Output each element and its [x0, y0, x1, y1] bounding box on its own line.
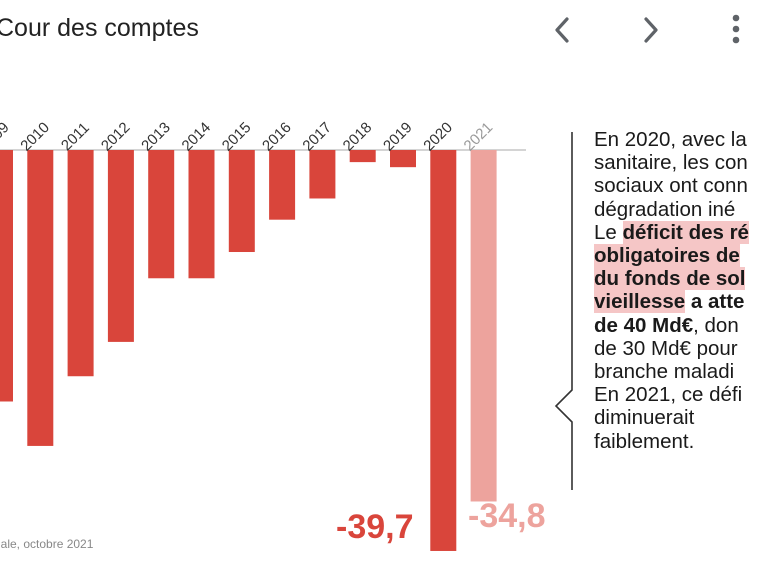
- bold-text: a atte: [685, 290, 745, 314]
- tick-label-2009: 2009: [0, 119, 13, 155]
- annotation-line: vieillesse a atte: [594, 290, 768, 314]
- annotation-line: branche maladi: [594, 360, 735, 384]
- bar-2014: [188, 150, 215, 279]
- annotation-bracket: [554, 132, 573, 490]
- bar-2013: [148, 150, 175, 279]
- tick-label-2021: 2021: [461, 119, 497, 155]
- more-options-button[interactable]: [716, 10, 756, 50]
- annotation-line: obligatoires de: [594, 244, 768, 268]
- bar-2021: [470, 150, 497, 502]
- bar-2018: [349, 150, 376, 163]
- annotation-text-part: Le: [594, 220, 623, 244]
- tick-label-2018: 2018: [340, 119, 376, 155]
- more-vertical-icon: [732, 14, 740, 44]
- bold-text: de 40 Md€: [594, 313, 694, 337]
- bar-2010: [27, 150, 54, 446]
- annotation-line: de 30 Md€ pour: [594, 336, 738, 360]
- chevron-left-icon: [555, 17, 569, 43]
- tick-label-2011: 2011: [58, 119, 93, 154]
- bar-2015: [228, 150, 255, 253]
- bar-2012: [107, 150, 134, 342]
- source-note: iale, octobre 2021: [0, 537, 94, 551]
- highlighted-text: déficit des ré: [622, 220, 749, 244]
- highlighted-text: vieillesse: [594, 290, 686, 314]
- tick-label-2017: 2017: [299, 119, 335, 155]
- annotation-line: dégradation iné: [594, 197, 736, 221]
- tick-label-2012: 2012: [98, 119, 134, 155]
- page-title: Cour des comptes: [0, 14, 199, 42]
- deficit-bar-chart: 2009 2010 2011 2012 2013 2014 2015 2016 2017 2018…: [0, 119, 526, 551]
- header-bar: Cour des comptes: [0, 0, 768, 60]
- data-label-2021: -34,8: [468, 497, 546, 535]
- bar-2017: [309, 150, 336, 199]
- annotation-line: sanitaire, les con: [594, 151, 748, 175]
- tick-label-2014: 2014: [179, 119, 215, 155]
- highlighted-text: du fonds de sol: [594, 267, 746, 291]
- annotation-line: En 2021, ce défi: [594, 383, 743, 407]
- annotation-line: En 2020, avec la: [594, 128, 747, 151]
- data-label-2020: -39,7: [336, 508, 414, 546]
- next-button[interactable]: [630, 10, 670, 50]
- tick-label-2013: 2013: [138, 119, 174, 155]
- bar-2009: [0, 150, 13, 402]
- tick-label-2019: 2019: [380, 119, 416, 155]
- bar-2019: [390, 150, 416, 168]
- annotation-text-part: , don: [693, 313, 739, 337]
- annotation-text: En 2020, avec la sanitaire, les con soci…: [594, 128, 768, 453]
- annotation-line: de 40 Md€, don: [594, 314, 768, 337]
- highlighted-text: obligatoires de: [594, 244, 740, 268]
- annotation-line: faiblement.: [594, 429, 695, 453]
- tick-label-2015: 2015: [219, 119, 255, 155]
- tick-label-2016: 2016: [259, 119, 295, 155]
- previous-button[interactable]: [543, 10, 583, 50]
- chevron-right-icon: [644, 17, 658, 43]
- tick-label-2010: 2010: [17, 119, 53, 155]
- annotation-line: du fonds de sol: [594, 267, 768, 291]
- annotation-line: sociaux ont conn: [594, 174, 748, 198]
- annotation-line: diminuerait: [594, 406, 695, 430]
- bar-2011: [67, 150, 94, 377]
- annotation-line: Le déficit des ré: [594, 220, 768, 244]
- tick-label-2020: 2020: [420, 119, 456, 155]
- bar-2020: [430, 150, 457, 551]
- bar-2016: [269, 150, 296, 220]
